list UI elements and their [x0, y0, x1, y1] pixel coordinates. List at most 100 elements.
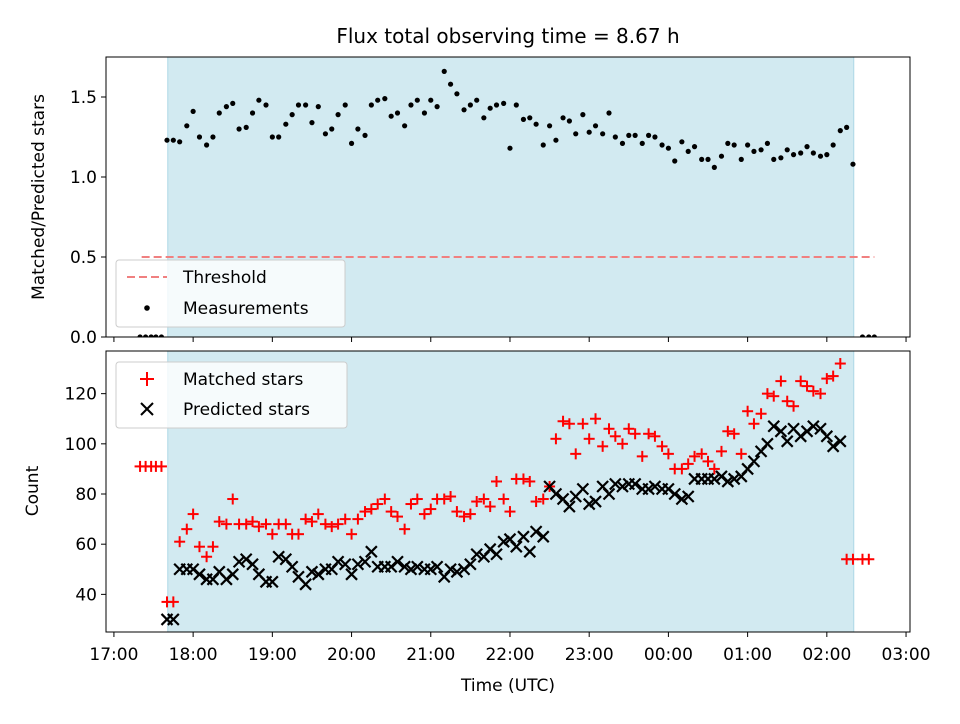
matched-star-point: [788, 400, 800, 412]
predicted-star-point: [345, 568, 358, 581]
predicted-star-point: [411, 560, 424, 574]
measurement-point: [738, 156, 744, 162]
predicted-star-point-b: [285, 560, 299, 574]
predicted-star-point: [628, 477, 642, 491]
predicted-star-point-b: [529, 525, 543, 538]
predicted-star-point: [226, 568, 240, 581]
measurement-point: [148, 334, 154, 337]
matched-star-point: [425, 503, 437, 515]
predicted-star-point-b: [365, 545, 378, 558]
matched-star-point: [346, 528, 358, 540]
predicted-star-point-b: [312, 568, 325, 581]
predicted-star-point-b: [668, 487, 682, 501]
predicted-star-point-b: [662, 482, 675, 496]
predicted-star-point-b: [503, 532, 517, 546]
matched-star-point: [517, 473, 529, 485]
measurement-point: [190, 108, 196, 114]
bottom-y-tick-label: 80: [75, 485, 97, 505]
legend-measurements-swatch: [144, 305, 150, 311]
predicted-star-point: [602, 487, 616, 501]
predicted-star-point: [358, 555, 372, 569]
matched-star-point: [484, 501, 496, 513]
predicted-star-point-b: [814, 422, 827, 436]
matched-star-point: [227, 493, 239, 505]
predicted-star-point-b: [589, 495, 602, 508]
measurement-point: [315, 104, 321, 110]
measurement-point: [837, 128, 843, 134]
matched-star-point: [781, 395, 793, 407]
x-tick-label: 01:00: [723, 645, 772, 665]
matched-star-point: [761, 388, 773, 400]
measurement-point: [153, 334, 159, 337]
matched-star-point: [775, 375, 787, 387]
measurement-point: [646, 132, 652, 138]
matched-star-point: [689, 450, 701, 462]
bottom-y-axis-label: Count: [23, 465, 43, 516]
matched-star-point: [563, 418, 575, 430]
predicted-star-point-b: [628, 477, 642, 491]
matched-star-point: [253, 521, 265, 533]
bottom-legend-box: [115, 361, 348, 429]
measurement-point: [751, 148, 757, 154]
matched-star-point: [332, 518, 344, 530]
legend-matched-swatch: [140, 372, 154, 386]
matched-star-point: [708, 463, 720, 475]
bottom-y-tick-label: 120: [65, 385, 97, 405]
matched-star-point: [491, 475, 503, 487]
matched-star-point: [702, 455, 714, 467]
x-tick-label: 21:00: [406, 645, 455, 665]
matched-star-point: [411, 493, 423, 505]
measurement-point: [276, 134, 282, 140]
measurement-point: [487, 105, 493, 111]
matched-star-point: [445, 491, 457, 503]
measurement-point: [263, 102, 269, 108]
measurement-point: [362, 132, 368, 138]
measurement-point: [170, 137, 176, 143]
predicted-star-point-b: [826, 440, 840, 453]
measurement-point: [771, 156, 777, 162]
predicted-star-point: [549, 487, 563, 501]
predicted-star-point-b: [252, 568, 266, 581]
measurement-point: [303, 102, 309, 108]
x-tick-label: 20:00: [327, 645, 376, 665]
matched-star-point: [583, 433, 595, 445]
measurement-point: [164, 137, 170, 143]
measurement-point: [659, 142, 665, 148]
measurement-point: [790, 152, 797, 158]
measurement-point: [137, 334, 143, 337]
matched-star-point: [728, 428, 740, 440]
matched-star-point: [187, 508, 199, 520]
matched-star-point: [603, 423, 615, 435]
predicted-star-point-b: [747, 455, 761, 468]
measurement-point: [408, 102, 414, 108]
measurement-point: [784, 147, 790, 153]
predicted-star-point-b: [331, 555, 345, 569]
predicted-star-point-b: [351, 557, 365, 571]
measurement-point: [355, 126, 361, 132]
measurement-point: [507, 145, 513, 151]
predicted-star-point-b: [549, 487, 563, 501]
matched-star-point: [385, 506, 397, 518]
predicted-star-point-b: [563, 500, 576, 513]
measurement-point: [824, 152, 830, 158]
predicted-star-point-b: [358, 555, 372, 569]
predicted-star-point: [681, 490, 695, 503]
measurement-point: [665, 145, 672, 151]
predicted-star-point-b: [398, 560, 411, 574]
matched-star-point: [326, 521, 338, 533]
predicted-star-point: [826, 440, 840, 453]
measurement-point: [243, 124, 249, 130]
predicted-star-point-b: [787, 422, 800, 436]
matched-star-point: [616, 438, 628, 450]
predicted-star-point: [536, 530, 550, 543]
bottom-y-ticks: 40 60 80 100 120: [65, 385, 106, 605]
bottom-x-ticks: 17:00 18:00 19:00 20:00 21:00 22:00 23:00 00:00…: [89, 632, 931, 665]
matched-star-point: [682, 458, 694, 470]
matched-star-point: [458, 511, 470, 523]
predicted-star-point-b: [774, 425, 788, 438]
matched-star-point: [676, 463, 688, 475]
bottom-axes-frame: [105, 350, 911, 633]
measurement-point: [573, 131, 579, 137]
chart-title: Flux total observing time = 8.67 h: [336, 24, 679, 48]
